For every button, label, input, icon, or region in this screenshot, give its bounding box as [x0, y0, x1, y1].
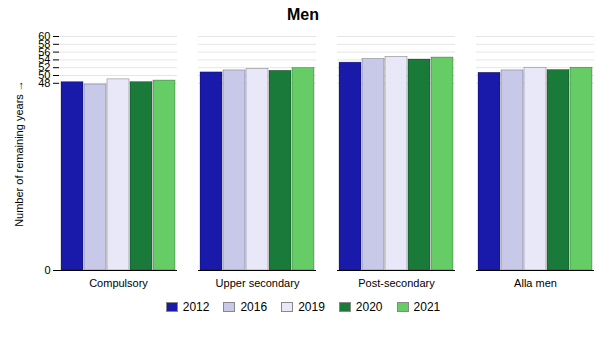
svg-text:48: 48 — [38, 76, 51, 89]
svg-text:54: 54 — [38, 53, 51, 66]
svg-text:60: 60 — [38, 30, 50, 42]
html-text:2016: 2016 — [240, 300, 268, 314]
html-text:2021: 2021 — [413, 300, 441, 314]
svg-text:58: 58 — [38, 37, 51, 50]
svg-text:56: 56 — [38, 45, 51, 58]
svg-text:Number of remaining years →: Number of remaining years → — [13, 80, 25, 227]
html-text:2020: 2020 — [355, 300, 383, 314]
svg-text:Alla men: Alla men — [514, 277, 557, 289]
svg-text:Post-secondary: Post-secondary — [358, 277, 435, 289]
html-text:2012: 2012 — [182, 300, 210, 314]
svg-text:0: 0 — [44, 264, 50, 276]
svg-text:50: 50 — [38, 69, 51, 81]
svg-text:Upper secondary: Upper secondary — [216, 277, 300, 289]
html-text:Men: Men — [287, 6, 319, 23]
svg-text:52: 52 — [38, 61, 51, 74]
svg-text:Compulsory: Compulsory — [89, 277, 148, 289]
html-text:2019: 2019 — [298, 300, 325, 314]
